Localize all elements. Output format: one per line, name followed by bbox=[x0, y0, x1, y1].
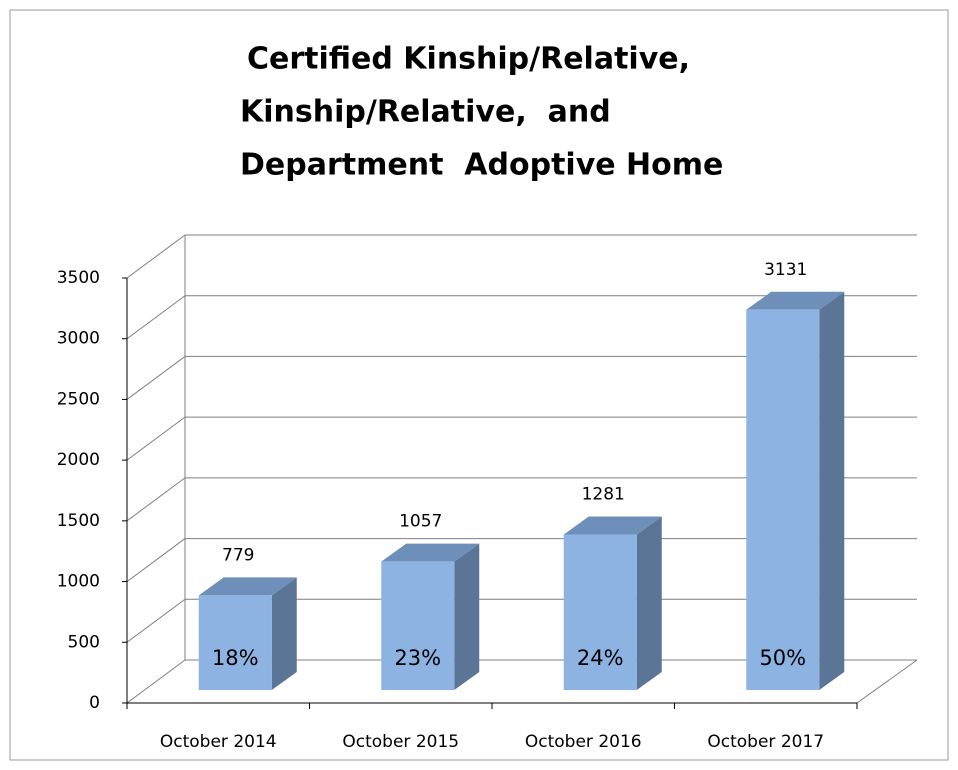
bar-front bbox=[198, 595, 272, 690]
grid-line bbox=[126, 659, 186, 704]
bar-front bbox=[563, 534, 637, 690]
bar-front bbox=[746, 309, 820, 690]
grid-line bbox=[126, 356, 186, 400]
chart-title: Certified Kinship/Relative, bbox=[247, 42, 690, 77]
data-label: 1057 bbox=[399, 512, 442, 532]
grid-line bbox=[126, 538, 186, 582]
grid-line bbox=[126, 234, 186, 279]
bar-annotation: 24% bbox=[577, 646, 624, 670]
grid-line bbox=[126, 477, 186, 522]
bar-annotation: 23% bbox=[394, 646, 441, 670]
data-label: 3131 bbox=[764, 260, 807, 280]
grid-line bbox=[126, 598, 186, 643]
bar-side bbox=[636, 516, 662, 690]
data-label: 779 bbox=[222, 545, 254, 565]
bar-side bbox=[271, 577, 297, 690]
bar-top bbox=[746, 291, 845, 310]
floor-right-edge bbox=[856, 659, 918, 704]
bar-top bbox=[198, 577, 297, 596]
y-tick-label: 1000 bbox=[57, 572, 100, 592]
bar-top bbox=[381, 543, 480, 562]
y-tick-label: 3000 bbox=[57, 329, 100, 349]
x-tick-label: October 2017 bbox=[707, 732, 824, 752]
bar-top bbox=[563, 516, 662, 535]
bar-side bbox=[454, 543, 480, 690]
y-tick-label: 500 bbox=[68, 632, 100, 652]
y-tick-label: 1500 bbox=[57, 511, 100, 531]
grid-line bbox=[126, 295, 186, 340]
chart-title: Department Adoptive Home bbox=[240, 148, 723, 183]
x-tick-label: October 2014 bbox=[160, 732, 277, 752]
bar-annotation: 18% bbox=[212, 646, 259, 670]
x-tick-label: October 2016 bbox=[525, 732, 642, 752]
y-tick-label: 0 bbox=[89, 693, 100, 713]
bar-annotation: 50% bbox=[759, 646, 806, 670]
x-tick-label: October 2015 bbox=[342, 732, 459, 752]
y-tick-label: 2000 bbox=[57, 450, 100, 470]
bar-front bbox=[381, 561, 455, 690]
y-tick-label: 2500 bbox=[57, 389, 100, 409]
grid-line bbox=[126, 416, 186, 461]
y-tick-label: 3500 bbox=[57, 268, 100, 288]
chart-title: Kinship/Relative, and bbox=[240, 95, 611, 130]
bar-side bbox=[819, 291, 845, 690]
data-label: 1281 bbox=[582, 484, 625, 504]
